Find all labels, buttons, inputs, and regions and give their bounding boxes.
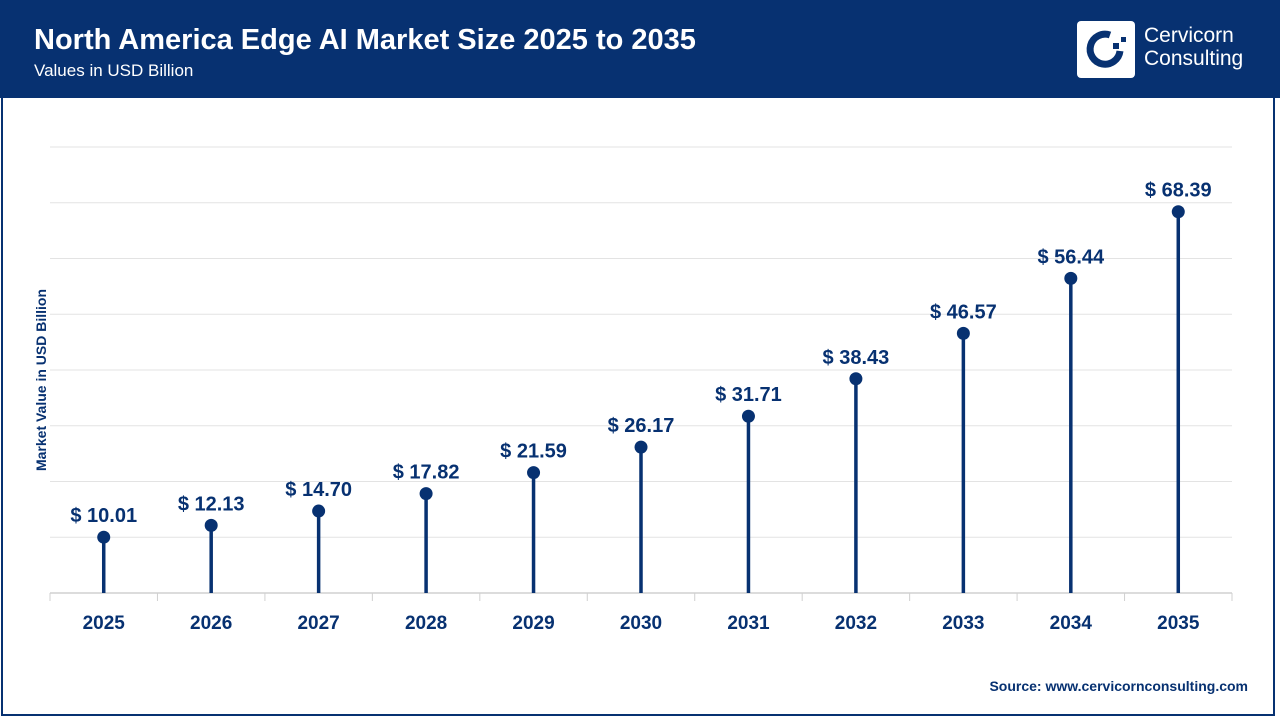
data-label: $ 21.59 bbox=[500, 441, 567, 463]
data-point bbox=[419, 487, 433, 501]
x-tick-label: 2032 bbox=[835, 613, 877, 634]
data-point bbox=[312, 504, 326, 518]
data-point bbox=[204, 518, 218, 532]
data-label: $ 26.17 bbox=[608, 415, 675, 437]
x-tick-label: 2028 bbox=[405, 613, 447, 634]
x-tick-label: 2025 bbox=[83, 613, 126, 634]
x-tick-label: 2027 bbox=[297, 613, 339, 634]
data-point bbox=[741, 409, 755, 423]
source-text: Source: www.cervicornconsulting.com bbox=[989, 678, 1248, 694]
chart-subtitle: Values in USD Billion bbox=[34, 61, 194, 80]
data-label: $ 38.43 bbox=[823, 347, 890, 369]
header: North America Edge AI Market Size 2025 t… bbox=[0, 0, 1280, 98]
cervicorn-logo-icon bbox=[1077, 21, 1135, 78]
data-label: $ 56.44 bbox=[1037, 246, 1105, 268]
data-point bbox=[634, 440, 648, 454]
logo-text: Cervicorn Consulting bbox=[1144, 24, 1243, 70]
x-tick-label: 2031 bbox=[727, 613, 770, 634]
data-point bbox=[1171, 205, 1185, 219]
x-tick-label: 2030 bbox=[620, 613, 662, 634]
data-label: $ 10.01 bbox=[70, 505, 137, 527]
data-point bbox=[527, 466, 541, 480]
x-tick-label: 2029 bbox=[512, 613, 554, 634]
x-tick-label: 2035 bbox=[1157, 613, 1200, 634]
x-tick-label: 2034 bbox=[1050, 613, 1093, 634]
chart-frame bbox=[1, 98, 1275, 716]
x-tick-label: 2026 bbox=[190, 613, 232, 634]
data-label: $ 12.13 bbox=[178, 493, 245, 515]
data-label: $ 46.57 bbox=[930, 301, 997, 323]
data-label: $ 14.70 bbox=[285, 479, 352, 501]
chart-title: North America Edge AI Market Size 2025 t… bbox=[34, 24, 696, 56]
logo-line1: Cervicorn bbox=[1144, 24, 1234, 47]
data-label: $ 31.71 bbox=[715, 384, 782, 406]
data-label: $ 68.39 bbox=[1145, 180, 1212, 202]
y-axis-label: Market Value in USD Billion bbox=[33, 288, 49, 472]
x-tick-label: 2033 bbox=[942, 613, 984, 634]
data-point bbox=[956, 326, 970, 340]
data-label: $ 17.82 bbox=[393, 462, 460, 484]
data-point bbox=[1064, 271, 1078, 285]
data-point bbox=[97, 530, 111, 544]
logo-line2: Consulting bbox=[1144, 47, 1244, 70]
data-point bbox=[849, 372, 863, 386]
